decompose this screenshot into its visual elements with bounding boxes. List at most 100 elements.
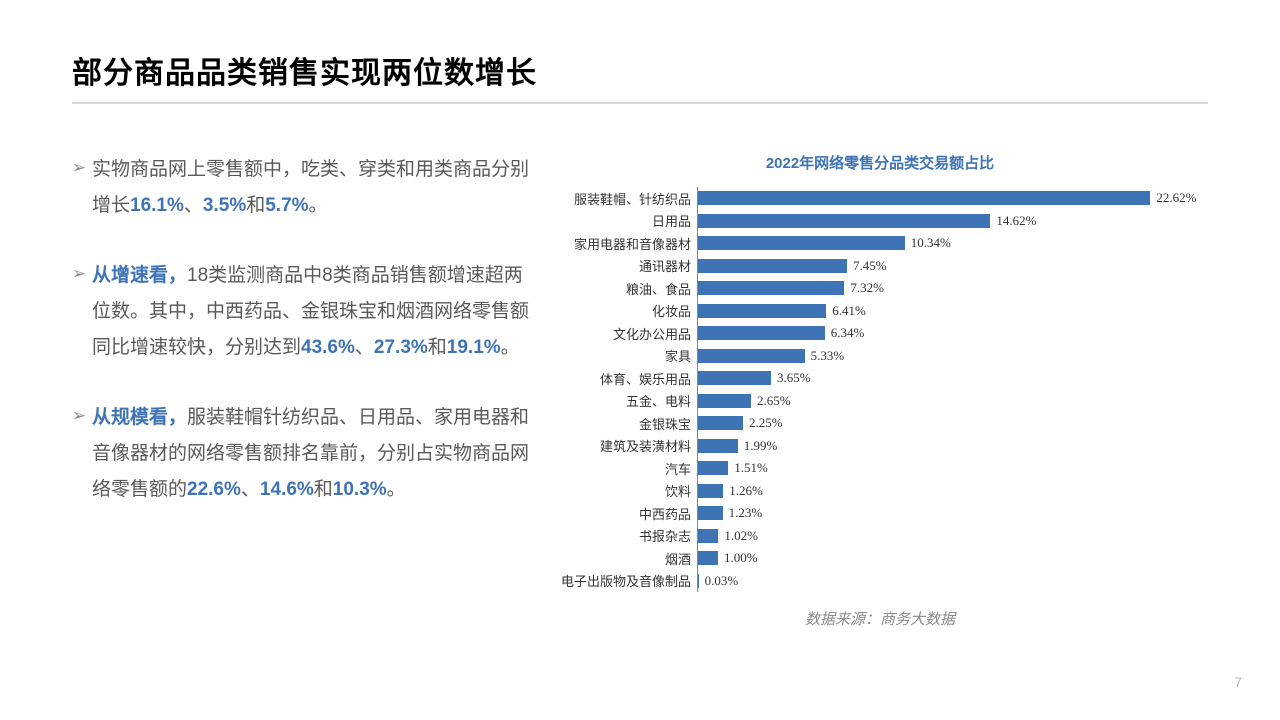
title-underline [72,102,1208,104]
right-column: 2022年网络零售分品类交易额占比 服装鞋帽、针纺织品 22.62% 日用品 14.6… [552,152,1208,629]
chart-category-label: 家具 [552,346,697,365]
chart-bar [698,529,718,543]
chart-category-label: 文化办公用品 [552,324,697,343]
chart-category-label: 体育、娱乐用品 [552,369,697,388]
chart-value-label: 2.65% [757,393,791,409]
bullet-text: 从增速看，18类监测商品中8类商品销售额增速超两位数。其中，中西药品、金银珠宝和… [92,258,532,366]
chart-bar [698,551,718,565]
chart-row: 文化办公用品 6.34% [552,322,1208,345]
chart-category-label: 粮油、食品 [552,279,697,298]
bullet-arrow-icon: ➢ [72,258,92,366]
chart-category-label: 建筑及装潢材料 [552,436,697,455]
chart-bar [698,191,1150,205]
chart-value-label: 1.00% [724,550,758,566]
body: ➢ 实物商品网上零售额中，吃类、穿类和用类商品分别增长16.1%、3.5%和5.… [72,152,1208,629]
chart-bar [698,214,990,228]
chart-category-label: 家用电器和音像器材 [552,234,697,253]
chart-bar-area: 3.65% [697,367,1208,390]
chart-category-label: 日用品 [552,211,697,230]
chart-row: 烟酒 1.00% [552,547,1208,570]
chart-bar [698,484,723,498]
chart-bar [698,349,805,363]
slide: 部分商品品类销售实现两位数增长 ➢ 实物商品网上零售额中，吃类、穿类和用类商品分… [0,0,1280,720]
chart-bar-area: 1.26% [697,480,1208,503]
chart-value-label: 5.33% [811,348,845,364]
chart-value-label: 1.51% [734,460,768,476]
chart-bar-area: 2.25% [697,412,1208,435]
chart-value-label: 1.26% [729,483,763,499]
chart-bar [698,394,751,408]
left-column: ➢ 实物商品网上零售额中，吃类、穿类和用类商品分别增长16.1%、3.5%和5.… [72,152,552,629]
chart-bar [698,574,699,588]
chart-value-label: 7.32% [850,280,884,296]
chart-value-label: 0.03% [705,573,739,589]
chart-row: 服装鞋帽、针纺织品 22.62% [552,187,1208,210]
bullet-item: ➢ 实物商品网上零售额中，吃类、穿类和用类商品分别增长16.1%、3.5%和5.… [72,152,532,224]
bullet-text: 从规模看，服装鞋帽针纺织品、日用品、家用电器和音像器材的网络零售额排名靠前，分别… [92,400,532,508]
chart-bar-area: 7.32% [697,277,1208,300]
chart-row: 五金、电料 2.65% [552,390,1208,413]
chart-row: 家具 5.33% [552,345,1208,368]
chart-category-label: 烟酒 [552,549,697,568]
chart-row: 粮油、食品 7.32% [552,277,1208,300]
chart-bar [698,259,847,273]
chart-category-label: 汽车 [552,459,697,478]
chart-value-label: 1.23% [729,505,763,521]
chart-bar [698,371,771,385]
chart-bar-area: 10.34% [697,232,1208,255]
chart-value-label: 1.99% [744,438,778,454]
bullet-item: ➢ 从增速看，18类监测商品中8类商品销售额增速超两位数。其中，中西药品、金银珠… [72,258,532,366]
chart-row: 体育、娱乐用品 3.65% [552,367,1208,390]
chart-row: 中西药品 1.23% [552,502,1208,525]
chart-category-label: 电子出版物及音像制品 [552,571,697,590]
chart-bar-area: 1.23% [697,502,1208,525]
chart-bar-area: 7.45% [697,255,1208,278]
chart-bar-area: 1.00% [697,547,1208,570]
chart-value-label: 14.62% [996,213,1036,229]
chart-bar [698,439,738,453]
bar-chart: 服装鞋帽、针纺织品 22.62% 日用品 14.62% 家用电器和音像器材 10.34% 通… [552,187,1208,592]
chart-bar-area: 1.02% [697,525,1208,548]
chart-category-label: 通讯器材 [552,256,697,275]
chart-bar-area: 2.65% [697,390,1208,413]
chart-bar [698,461,728,475]
chart-value-label: 10.34% [911,235,951,251]
chart-category-label: 化妆品 [552,301,697,320]
chart-row: 书报杂志 1.02% [552,525,1208,548]
chart-category-label: 中西药品 [552,504,697,523]
chart-row: 饮料 1.26% [552,480,1208,503]
bullet-arrow-icon: ➢ [72,152,92,224]
chart-source: 数据来源：商务大数据 [552,608,1208,629]
page-title: 部分商品品类销售实现两位数增长 [72,48,1208,92]
chart-bar-area: 5.33% [697,345,1208,368]
chart-bar-area: 22.62% [697,187,1208,210]
bullet-item: ➢ 从规模看，服装鞋帽针纺织品、日用品、家用电器和音像器材的网络零售额排名靠前，… [72,400,532,508]
chart-category-label: 服装鞋帽、针纺织品 [552,189,697,208]
chart-category-label: 饮料 [552,481,697,500]
chart-value-label: 1.02% [724,528,758,544]
bullet-arrow-icon: ➢ [72,400,92,508]
chart-bar [698,281,844,295]
chart-category-label: 金银珠宝 [552,414,697,433]
chart-value-label: 7.45% [853,258,887,274]
chart-bar-area: 0.03% [697,570,1208,593]
chart-row: 汽车 1.51% [552,457,1208,480]
chart-category-label: 书报杂志 [552,526,697,545]
chart-bar-area: 6.34% [697,322,1208,345]
chart-row: 电子出版物及音像制品 0.03% [552,570,1208,593]
chart-category-label: 五金、电料 [552,391,697,410]
chart-bar [698,304,826,318]
chart-value-label: 2.25% [749,415,783,431]
chart-title: 2022年网络零售分品类交易额占比 [552,152,1208,173]
chart-bar-area: 14.62% [697,210,1208,233]
chart-bar [698,236,905,250]
chart-value-label: 3.65% [777,370,811,386]
chart-value-label: 6.41% [832,303,866,319]
chart-bar-area: 6.41% [697,300,1208,323]
chart-value-label: 6.34% [831,325,865,341]
chart-bar-area: 1.51% [697,457,1208,480]
chart-row: 通讯器材 7.45% [552,255,1208,278]
chart-bar [698,506,723,520]
chart-row: 家用电器和音像器材 10.34% [552,232,1208,255]
chart-value-label: 22.62% [1156,190,1196,206]
